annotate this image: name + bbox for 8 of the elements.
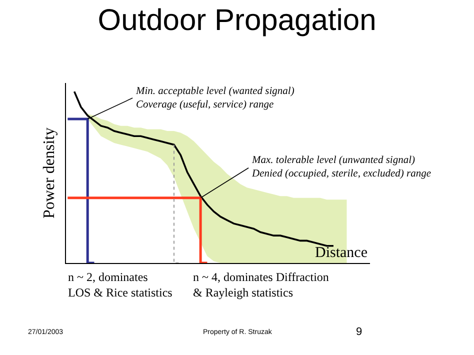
text: n ~ 2, dominates LOS & Rice statistics [68,270,173,300]
x-axis-title: Distance [315,245,368,261]
y-axis-title: Power density [40,127,58,219]
text: n ~ 4, dominates Diffraction & Rayleigh statistics [193,270,329,300]
text: 9 [356,326,362,338]
annotation: Max. tolerable level (unwanted signal) Denied (occupied, sterile, excluded) range [251,155,432,180]
annotation: Min. acceptable level (wanted signal) Coverage (useful, service) range [135,86,295,111]
chart-title: Outdoor Propagation [98,4,376,37]
